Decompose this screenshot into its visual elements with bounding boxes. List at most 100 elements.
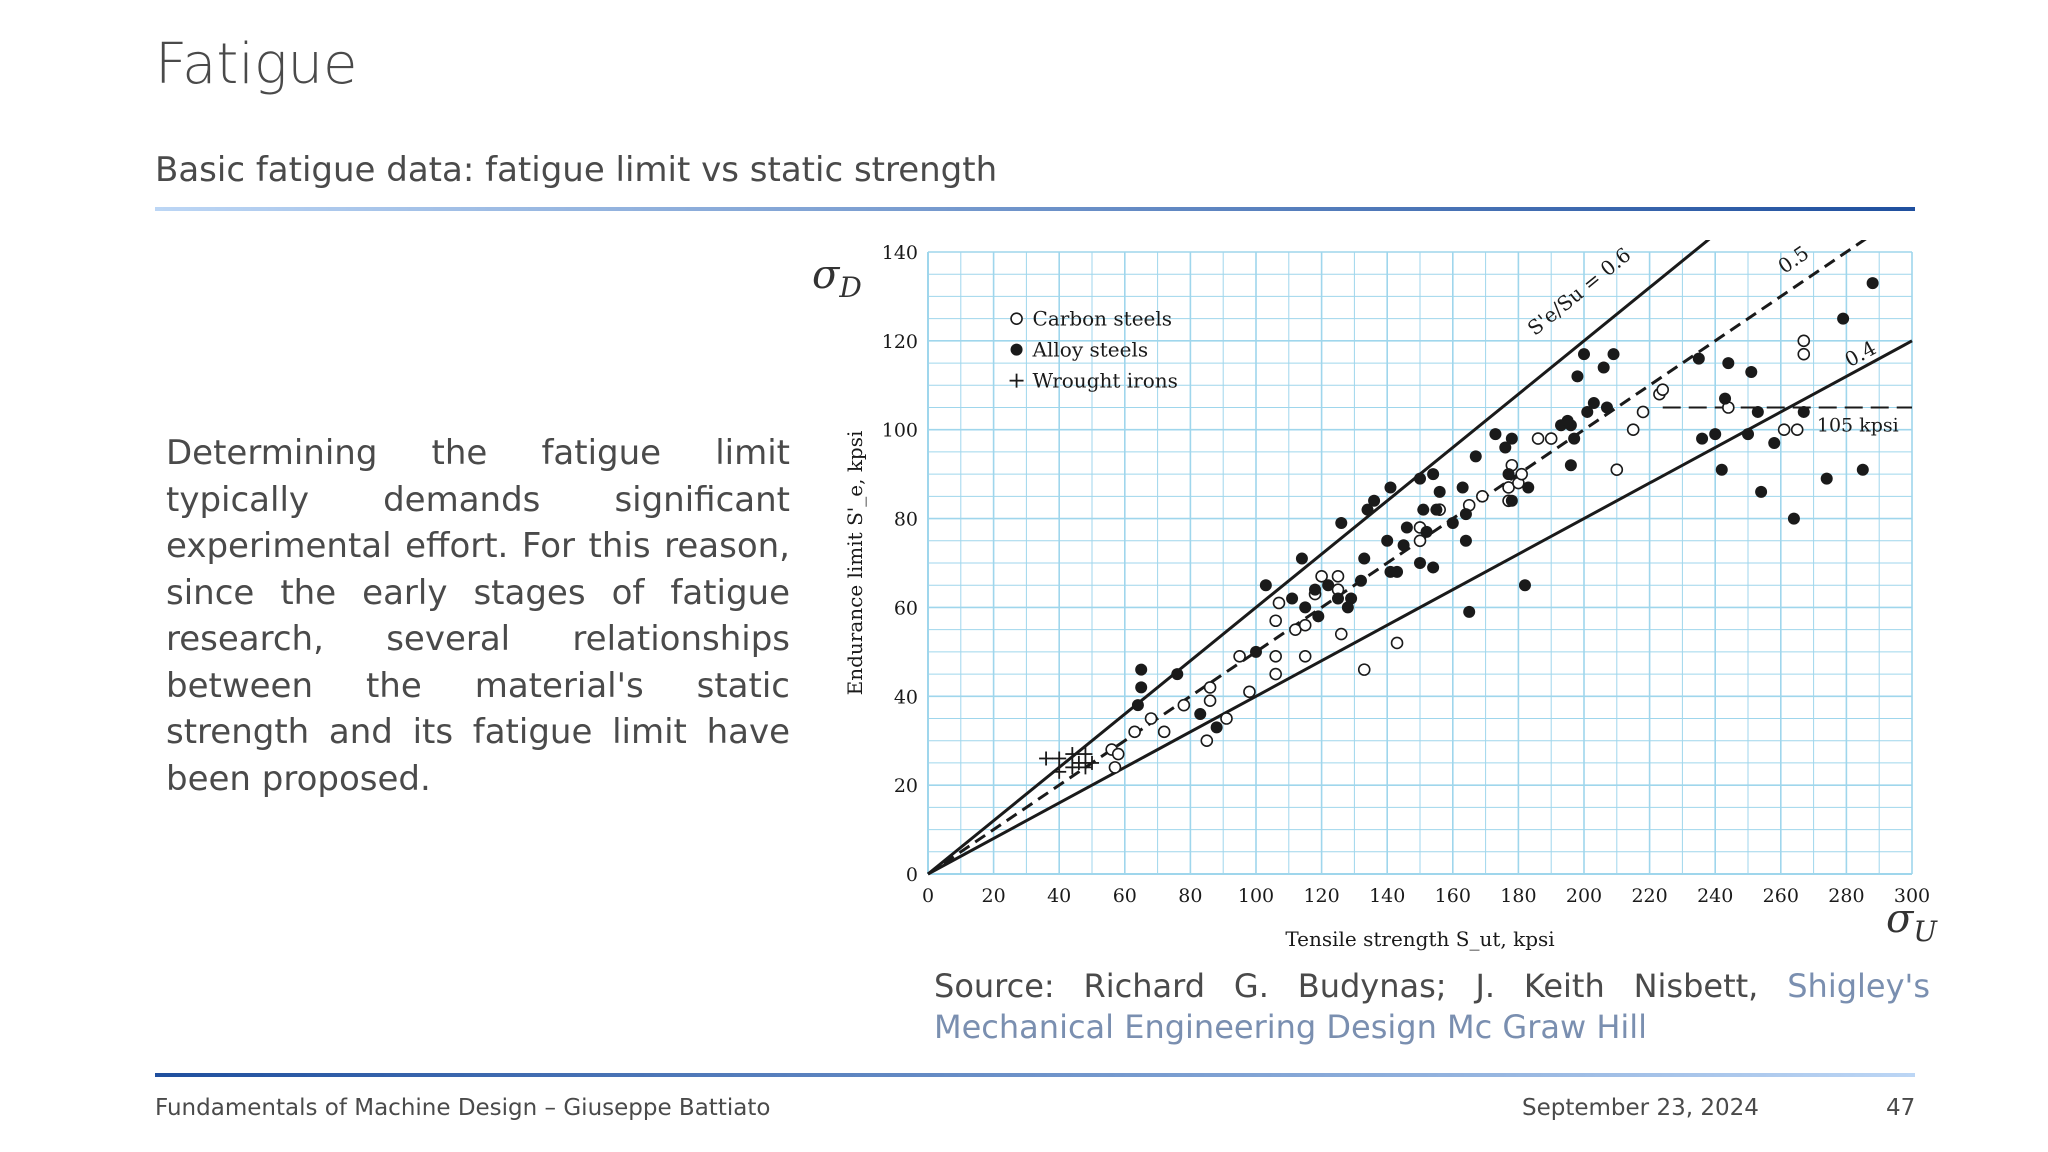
data-point-alloy-steels	[1499, 441, 1512, 454]
footer-divider	[155, 1073, 1915, 1077]
chart-grid	[927, 251, 1913, 875]
page-title: Fatigue	[155, 32, 358, 97]
sigma-d-symbol: σD	[812, 252, 862, 304]
y-tick-label: 40	[894, 686, 918, 708]
data-point-carbon-steels	[1777, 423, 1791, 437]
x-tick-label: 200	[1566, 885, 1602, 907]
data-point-wrought-irons	[1085, 755, 1099, 770]
data-point-carbon-steels	[1298, 618, 1312, 632]
data-point-carbon-steels	[1272, 596, 1286, 610]
legend-marker-wrought-irons	[1009, 373, 1024, 388]
x-tick-label: 80	[1178, 885, 1202, 907]
x-tick-label: 120	[1303, 885, 1339, 907]
data-point-carbon-steels	[1220, 712, 1233, 725]
data-point-alloy-steels	[1797, 405, 1810, 418]
data-point-carbon-steels	[1357, 663, 1371, 676]
data-point-alloy-steels	[1787, 512, 1800, 525]
source-link[interactable]: Shigley's Mechanical Engineering Design …	[934, 967, 1930, 1046]
data-point-alloy-steels	[1417, 503, 1430, 516]
data-point-alloy-steels	[1489, 428, 1502, 441]
data-point-alloy-steels	[1768, 437, 1781, 450]
data-point-alloy-steels	[1414, 472, 1426, 485]
data-point-alloy-steels	[1250, 645, 1262, 658]
y-tick-label: 140	[882, 242, 918, 264]
y-tick-label: 20	[894, 775, 918, 797]
data-point-carbon-steels	[1413, 534, 1427, 548]
y-tick-label: 120	[882, 331, 918, 353]
data-point-carbon-steels	[1531, 432, 1545, 445]
data-point-alloy-steels	[1299, 601, 1312, 614]
data-point-alloy-steels	[1391, 565, 1404, 578]
data-point-alloy-steels	[1463, 605, 1476, 618]
legend-marker-alloy-steels	[1010, 343, 1023, 356]
data-point-alloy-steels	[1400, 521, 1413, 534]
data-point-carbon-steels	[1298, 649, 1312, 663]
data-point-wrought-irons	[1052, 751, 1067, 766]
data-point-alloy-steels	[1286, 592, 1299, 605]
x-tick-label: 280	[1828, 885, 1864, 907]
data-point-carbon-steels	[1269, 614, 1282, 628]
data-point-alloy-steels	[1414, 557, 1426, 569]
source-citation: Source: Richard G. Budynas; J. Keith Nis…	[934, 966, 1930, 1048]
data-point-alloy-steels	[1345, 592, 1358, 605]
data-point-carbon-steels	[1797, 347, 1811, 361]
x-tick-label: 40	[1047, 885, 1071, 907]
data-point-alloy-steels	[1361, 503, 1374, 516]
legend-label: Wrought irons	[1033, 369, 1178, 393]
data-point-alloy-steels	[1384, 481, 1397, 494]
data-point-alloy-steels	[1456, 481, 1469, 494]
data-point-carbon-steels	[1626, 423, 1640, 437]
chart-axes: 0 20 40 60 80 100 120 140 160 180 200 220 240 260 280 3…	[882, 242, 1930, 907]
data-point-alloy-steels	[1502, 468, 1515, 481]
data-point-alloy-steels	[1564, 419, 1577, 432]
sigma-u-symbol: σU	[1886, 896, 1937, 948]
data-point-alloy-steels	[1446, 517, 1459, 530]
x-tick-label: 260	[1763, 885, 1799, 907]
data-point-alloy-steels	[1751, 405, 1764, 418]
y-tick-label: 0	[906, 864, 918, 886]
data-point-carbon-steels	[1128, 725, 1141, 739]
legend-label: Alloy steels	[1032, 338, 1149, 362]
data-point-carbon-steels	[1656, 383, 1670, 397]
body-paragraph: Determining the fatigue limit typically …	[166, 433, 790, 799]
data-point-alloy-steels	[1210, 721, 1223, 734]
data-point-alloy-steels	[1715, 463, 1728, 476]
data-point-carbon-steels	[1233, 649, 1246, 663]
data-point-carbon-steels	[1200, 734, 1214, 748]
page-subtitle: Basic fatigue data: fatigue limit vs sta…	[155, 150, 998, 190]
data-point-alloy-steels	[1597, 361, 1610, 374]
x-tick-label: 240	[1697, 885, 1733, 907]
data-point-alloy-steels	[1522, 481, 1535, 494]
data-point-alloy-steels	[1856, 463, 1869, 476]
data-point-carbon-steels	[1636, 405, 1650, 419]
limit-label-105: 105 kpsi	[1817, 415, 1899, 437]
data-point-carbon-steels	[1177, 698, 1191, 712]
data-point-alloy-steels	[1581, 405, 1594, 418]
data-point-alloy-steels	[1518, 579, 1531, 592]
data-point-alloy-steels	[1742, 428, 1754, 441]
data-point-wrought-irons	[1078, 747, 1093, 762]
data-point-carbon-steels	[1203, 694, 1217, 708]
data-point-wrought-irons	[1065, 747, 1080, 762]
y-tick-label: 100	[882, 420, 918, 442]
data-point-alloy-steels	[1433, 485, 1446, 498]
x-tick-label: 100	[1238, 885, 1274, 907]
data-point-alloy-steels	[1322, 579, 1335, 592]
y-tick-label: 60	[894, 597, 918, 619]
data-point-alloy-steels	[1587, 397, 1600, 410]
data-point-alloy-steels	[1568, 432, 1581, 445]
data-point-alloy-steels	[1459, 508, 1472, 521]
fatigue-scatter-chart: 0 20 40 60 80 100 120 140 160 180 200 220 240 260 280 3…	[843, 240, 1930, 951]
data-point-alloy-steels	[1381, 534, 1394, 547]
data-point-alloy-steels	[1312, 610, 1325, 623]
data-point-wrought-irons	[1039, 751, 1054, 766]
data-point-carbon-steels	[1797, 334, 1811, 348]
data-point-carbon-steels	[1544, 432, 1558, 445]
page-number: 47	[1886, 1095, 1916, 1121]
data-point-alloy-steels	[1420, 525, 1433, 538]
data-point-carbon-steels	[1144, 712, 1158, 725]
data-point-alloy-steels	[1571, 370, 1584, 383]
data-point-alloy-steels	[1505, 494, 1518, 507]
chart-labels: Tensile strength S_ut, kpsi Endurance lim…	[843, 241, 1899, 951]
chart-legend: Carbon steels Alloy steels Wrought irons	[1009, 307, 1178, 393]
